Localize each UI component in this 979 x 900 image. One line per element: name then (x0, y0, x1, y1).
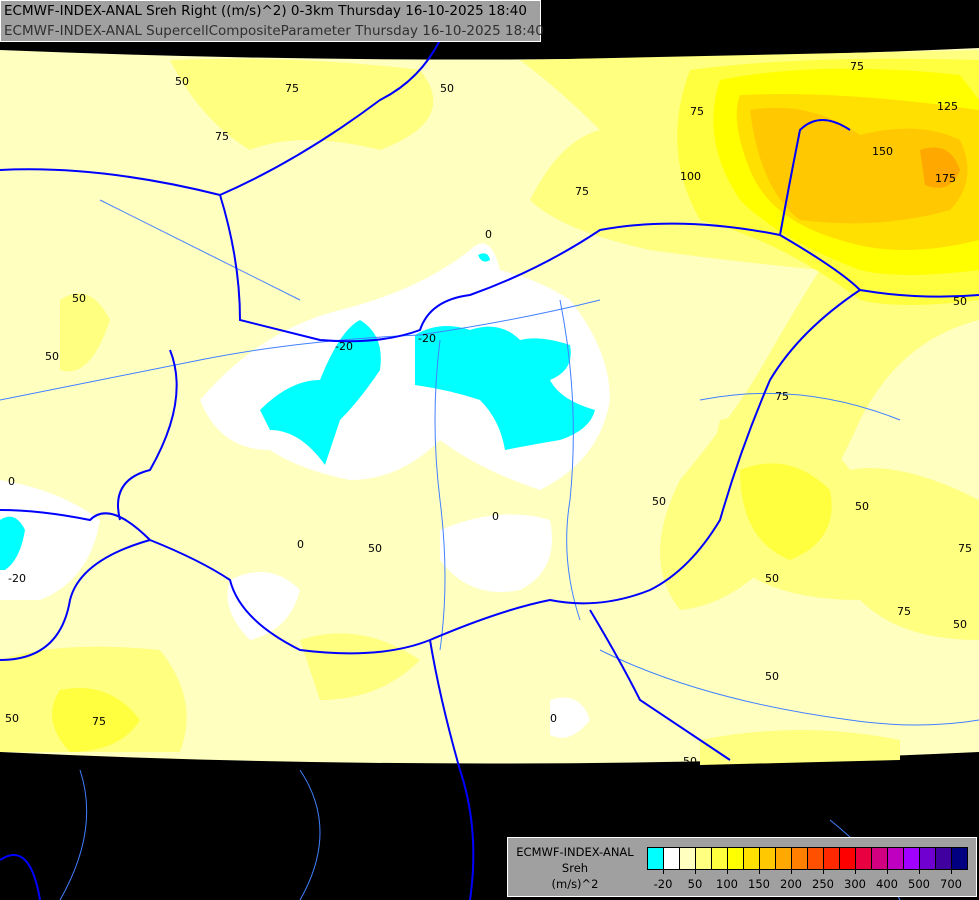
legend-tick-label: 250 (812, 877, 834, 891)
legend-swatch (936, 848, 952, 869)
contour-label: 75 (215, 130, 229, 143)
contour-label: 75 (897, 605, 911, 618)
legend-parameter: Sreh (561, 861, 589, 875)
country-borders (0, 39, 979, 900)
legend-tick-label: 200 (780, 877, 802, 891)
contour-label: 175 (935, 172, 956, 185)
title-line-2: ECMWF-INDEX-ANAL SupercellCompositeParam… (4, 23, 544, 39)
contour-label: 75 (775, 390, 789, 403)
legend-tick (663, 869, 664, 874)
legend-ticks: -20 50 100 150 200 250 300 400 500 700 (647, 869, 977, 895)
legend-tick-label: 100 (716, 877, 738, 891)
legend-swatch (792, 848, 808, 869)
rivers (0, 199, 979, 900)
contour-label: 75 (850, 60, 864, 73)
legend-tick-label: 300 (844, 877, 866, 891)
legend-swatch (680, 848, 696, 869)
legend-tick-label: -20 (653, 877, 673, 891)
legend-swatch (776, 848, 792, 869)
legend-swatch (840, 848, 856, 869)
legend-unit: (m/s)^2 (551, 877, 599, 891)
legend-tick-label: 50 (687, 877, 703, 891)
legend-swatch (696, 848, 712, 869)
contour-label: 50 (5, 712, 19, 725)
legend-swatch (856, 848, 872, 869)
contour-label: 0 (297, 538, 304, 551)
contour-label: 50 (765, 670, 779, 683)
contour-label: 50 (175, 75, 189, 88)
contour-label: 50 (652, 495, 666, 508)
contour-labels: 50 75 75 50 75 100 75 125 150 175 0 50 5… (5, 60, 972, 768)
legend-tick (727, 869, 728, 874)
legend-tick-label: 400 (876, 877, 898, 891)
legend-swatch (664, 848, 680, 869)
legend-model: ECMWF-INDEX-ANAL (516, 845, 634, 859)
contour-label: 75 (690, 105, 704, 118)
legend-tick (823, 869, 824, 874)
contour-label: 100 (680, 170, 701, 183)
map-title-box: ECMWF-INDEX-ANAL Sreh Right ((m/s)^2) 0-… (0, 0, 544, 42)
legend-swatch (888, 848, 904, 869)
contour-label: 0 (485, 228, 492, 241)
contour-label: 75 (92, 715, 106, 728)
contour-label: 0 (550, 712, 557, 725)
contour-label: -20 (335, 340, 353, 353)
contour-label: 50 (72, 292, 86, 305)
contour-label: 50 (953, 295, 967, 308)
legend-swatch (904, 848, 920, 869)
legend-swatch (648, 848, 664, 869)
legend-swatch (824, 848, 840, 869)
legend-swatch (872, 848, 888, 869)
legend-tick (919, 869, 920, 874)
legend-color-bar (647, 847, 968, 870)
contour-label: 0 (8, 475, 15, 488)
legend-tick-label: 700 (940, 877, 962, 891)
contour-label: 75 (575, 185, 589, 198)
legend-swatch (712, 848, 728, 869)
contour-label: 50 (683, 755, 697, 768)
contour-label: 75 (285, 82, 299, 95)
legend-tick-label: 500 (908, 877, 930, 891)
legend-swatch (808, 848, 824, 869)
contour-label: 50 (368, 542, 382, 555)
legend-tick (951, 869, 952, 874)
legend-tick (887, 869, 888, 874)
legend-swatch (952, 848, 967, 869)
sreh-150-175-area (750, 107, 968, 224)
contour-label: 75 (958, 542, 972, 555)
contour-label: 150 (872, 145, 893, 158)
contour-label: 125 (937, 100, 958, 113)
contour-label: 50 (440, 82, 454, 95)
contour-label: 50 (855, 500, 869, 513)
legend-tick (791, 869, 792, 874)
contour-label: 50 (953, 618, 967, 631)
legend-tick (759, 869, 760, 874)
legend-tick (855, 869, 856, 874)
contour-label: -20 (8, 572, 26, 585)
color-legend: ECMWF-INDEX-ANAL Sreh (m/s)^2 -20 50 100 15… (507, 837, 977, 897)
sreh-175-200-area (920, 147, 960, 188)
legend-tick (695, 869, 696, 874)
legend-swatch (760, 848, 776, 869)
contour-label: 0 (492, 510, 499, 523)
contour-label: -20 (418, 332, 436, 345)
legend-swatch (920, 848, 936, 869)
contour-label: 50 (45, 350, 59, 363)
contour-label: 50 (765, 572, 779, 585)
legend-swatch (744, 848, 760, 869)
title-line-1: ECMWF-INDEX-ANAL Sreh Right ((m/s)^2) 0-… (4, 3, 527, 19)
sreh-negative-areas (0, 253, 595, 570)
legend-swatch (728, 848, 744, 869)
legend-tick-label: 150 (748, 877, 770, 891)
legend-label: ECMWF-INDEX-ANAL Sreh (m/s)^2 (510, 844, 640, 892)
